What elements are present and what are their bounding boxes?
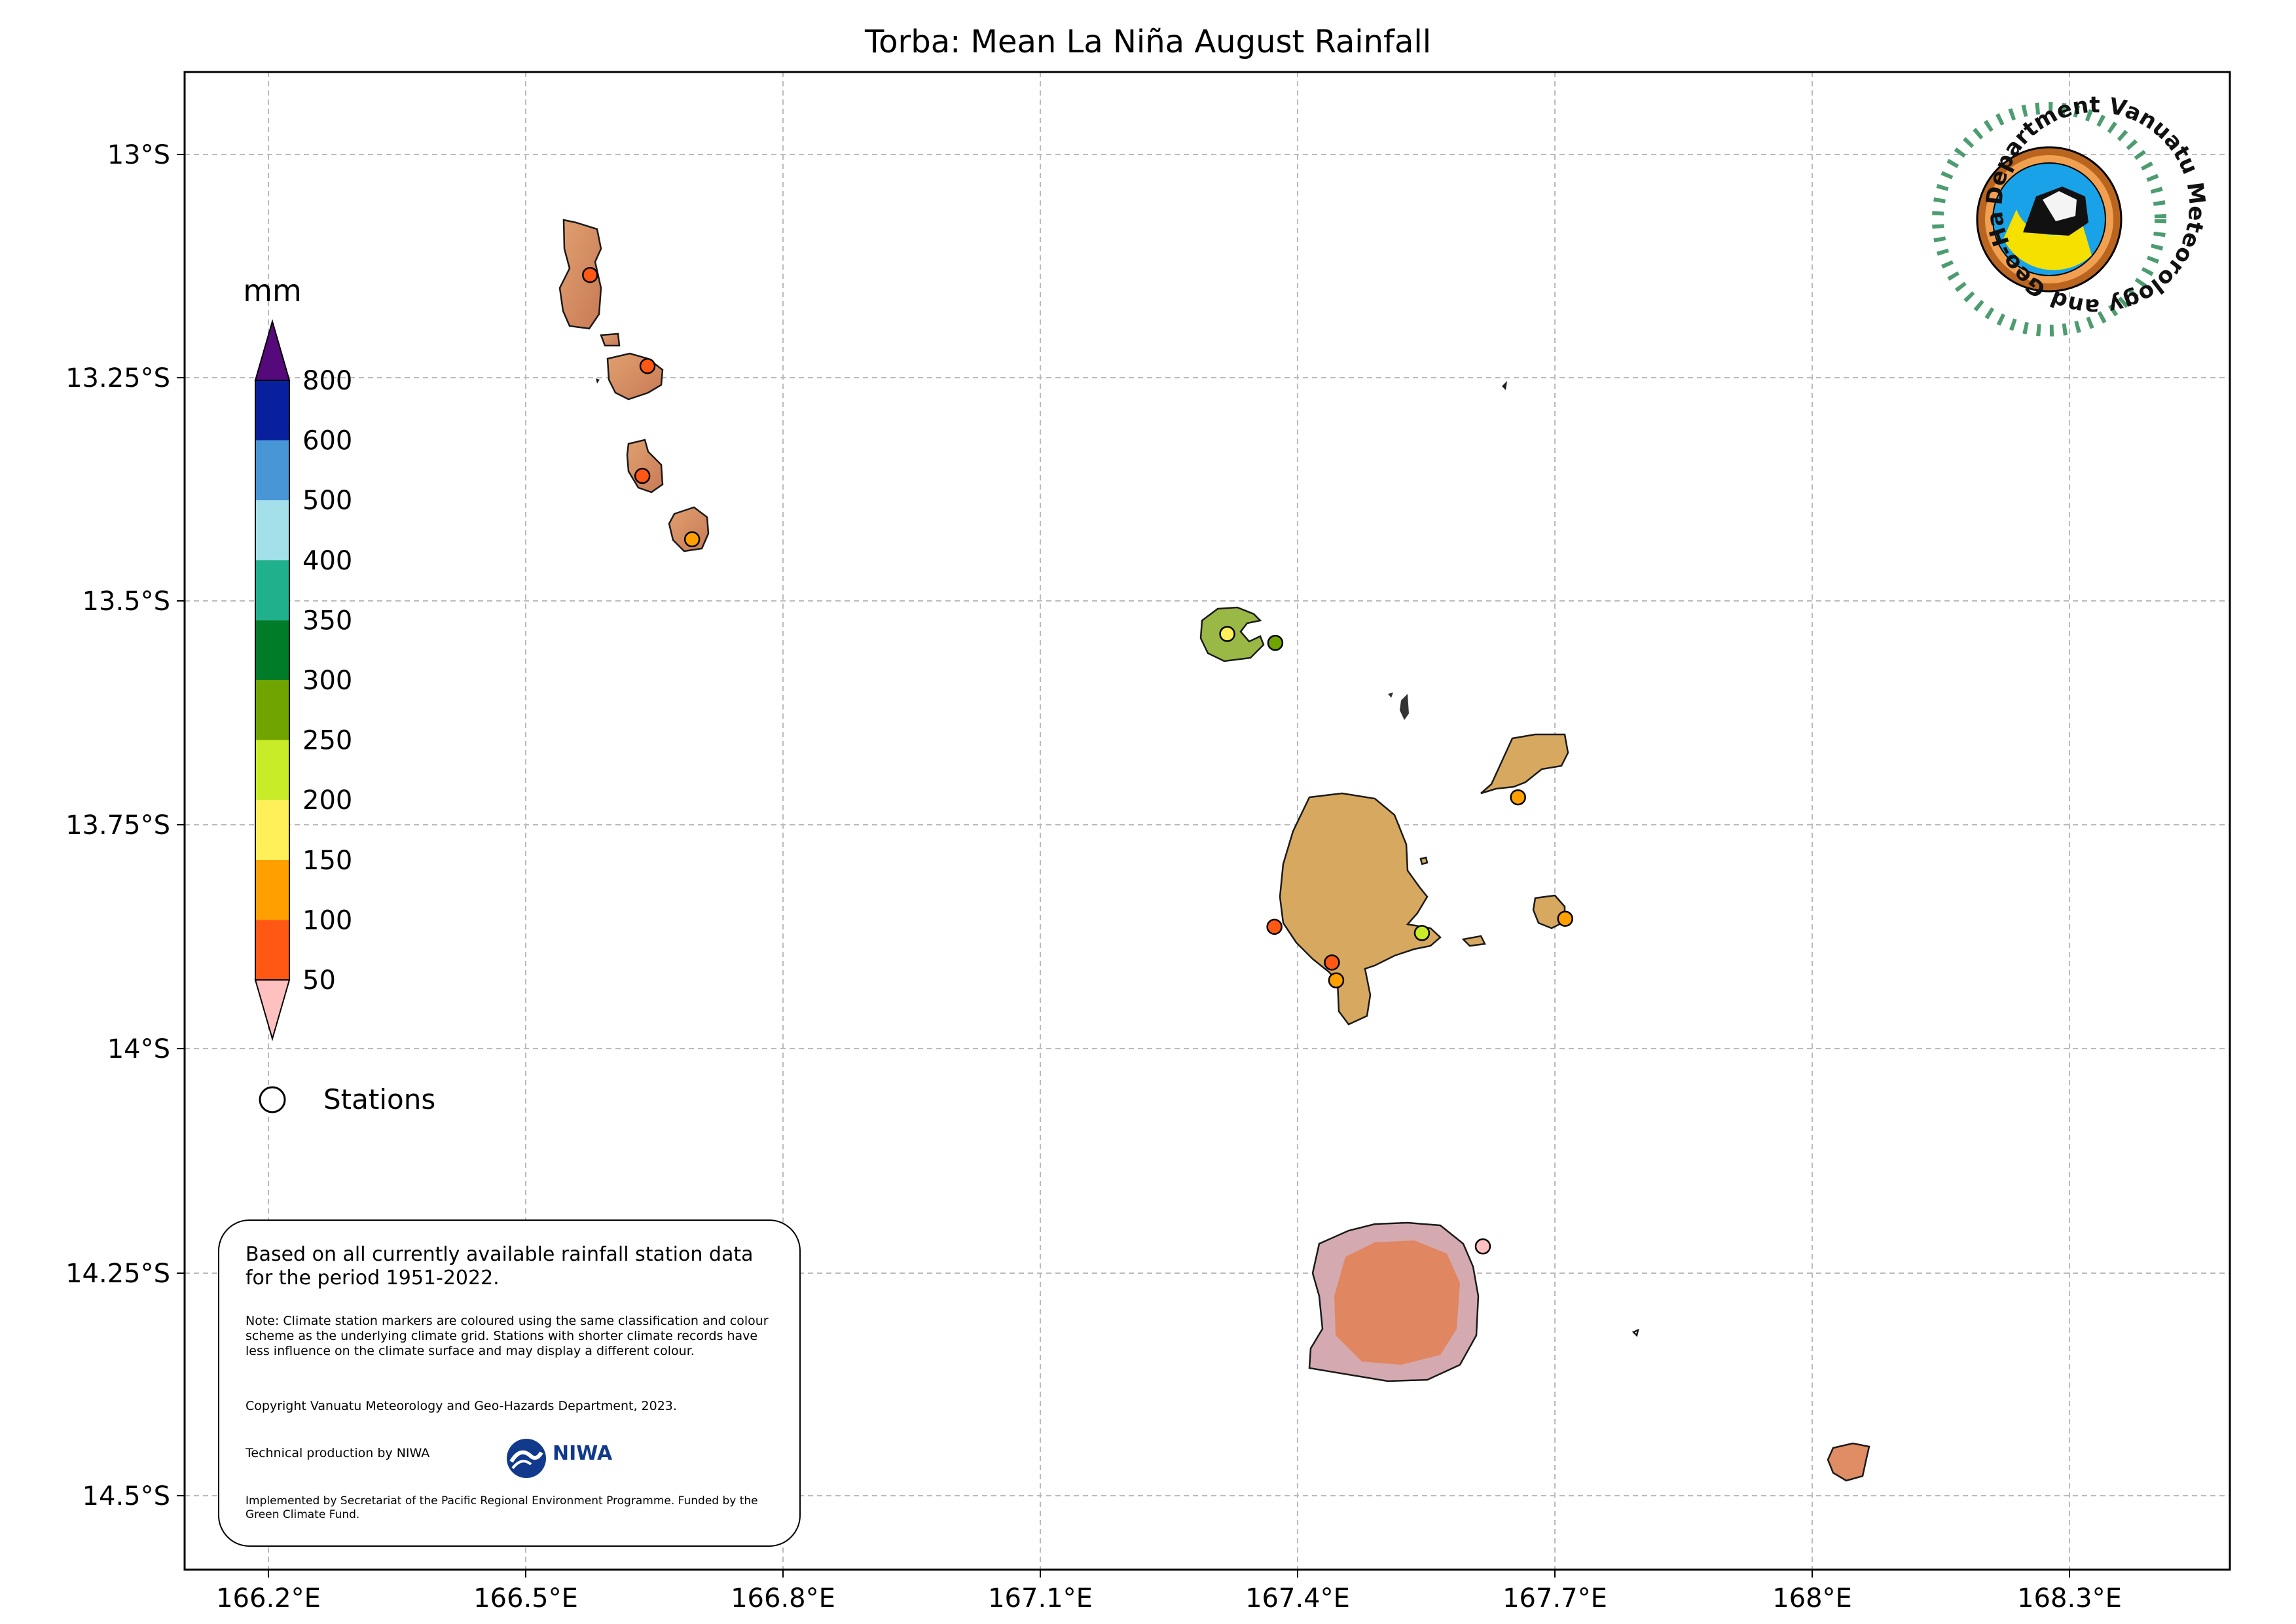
colorbar-level-label: 400 <box>302 546 352 576</box>
colorbar-labels: 50 100 150 200 250 300 350 400 500 600 800 <box>302 366 352 996</box>
logo-text: Department Vanuatu Meteorology and Geo-H… <box>0 0 2210 320</box>
station-marker <box>683 531 701 548</box>
colorbar-segment <box>255 380 289 441</box>
y-tick-label: 14.25°S <box>65 1259 170 1289</box>
y-axis: 13°S 13.25°S 13.5°S 13.75°S 14°S 14.25°S… <box>65 140 185 1511</box>
colorbar-segments <box>255 380 290 981</box>
colorbar-level-label: 150 <box>302 846 352 876</box>
colorbar-segment <box>255 740 289 801</box>
colorbar-segment <box>255 920 289 980</box>
y-tick-label: 14.5°S <box>82 1481 170 1511</box>
station-marker <box>1557 911 1573 927</box>
station-marker <box>634 467 651 484</box>
station-marker <box>639 358 656 374</box>
x-tick-label: 167.4°E <box>1245 1583 1350 1614</box>
island-metoma <box>596 378 600 384</box>
colorbar-under-triangle <box>254 979 291 1041</box>
island-hiu <box>558 219 602 330</box>
station-marker <box>1413 925 1430 941</box>
stations-legend-marker <box>259 1086 286 1113</box>
colorbar-segment <box>255 680 289 740</box>
map-title: Torba: Mean La Niña August Rainfall <box>864 24 1432 60</box>
colorbar-segment <box>255 800 289 860</box>
colorbar-level-label: 800 <box>302 366 352 396</box>
station-marker <box>1219 626 1235 642</box>
x-tick-label: 166.2°E <box>216 1583 321 1614</box>
colorbar-unit: mm <box>243 273 302 308</box>
x-tick-label: 168°E <box>1772 1583 1852 1614</box>
niwa-name: NIWA <box>553 1442 613 1465</box>
island-merelava-tiny <box>1419 856 1429 865</box>
note-main-text: Based on all currently available rainfal… <box>246 1243 754 1290</box>
map-frame <box>183 71 2231 1571</box>
colorbar-segment <box>255 560 289 621</box>
islands <box>558 219 1870 1482</box>
stations-legend-label: Stations <box>323 1083 435 1115</box>
island-toga <box>600 333 621 347</box>
island-rowa <box>1388 693 1409 720</box>
station-marker <box>582 266 598 283</box>
colorbar-level-label: 100 <box>302 905 352 935</box>
y-tick-label: 13.75°S <box>65 810 170 840</box>
colorbar-level-label: 200 <box>302 785 352 816</box>
island-loh <box>606 352 664 401</box>
info-note-box: Based on all currently available rainfal… <box>218 1219 801 1547</box>
island-gaua-inner <box>1334 1240 1460 1365</box>
colorbar-level-label: 350 <box>302 605 352 636</box>
stations-layer <box>582 266 1573 1255</box>
colorbar-level-label: 50 <box>302 965 336 996</box>
colorbar-segment <box>255 620 289 680</box>
x-tick-label: 166.5°E <box>473 1583 578 1614</box>
y-tick-label: 14°S <box>107 1034 170 1064</box>
niwa-logo: NIWA <box>503 1435 612 1484</box>
x-axis: 166.2°E 166.5°E 166.8°E 167.1°E 167.4°E … <box>216 1570 2122 1614</box>
station-marker <box>1510 789 1526 806</box>
island-vanua-lava <box>1279 792 1442 1026</box>
island-reef-east <box>1461 935 1486 947</box>
island-merelava <box>1827 1442 1870 1482</box>
note-climate: Note: Climate station markers are colour… <box>246 1314 769 1358</box>
x-tick-label: 168.3°E <box>2017 1583 2122 1614</box>
colorbar-over-triangle <box>254 319 291 381</box>
colorbar-level-label: 250 <box>302 726 352 756</box>
colorbar-segment <box>255 440 289 501</box>
station-marker <box>1267 634 1284 651</box>
niwa-wave-icon <box>507 1439 546 1478</box>
island-tiny-east <box>1631 1328 1639 1337</box>
colorbar-level-label: 600 <box>302 426 352 456</box>
y-tick-label: 13.25°S <box>65 363 170 393</box>
colorbar-level-label: 300 <box>302 666 352 696</box>
y-tick-label: 13°S <box>107 140 170 170</box>
x-tick-label: 167.7°E <box>1503 1583 1607 1614</box>
island-mota-lava <box>1480 733 1569 795</box>
colorbar-segment <box>255 500 289 560</box>
station-marker <box>1324 954 1340 971</box>
rainfall-colorbar: mm 50 100 150 200 250 300 350 400 500 600 800 Stat… <box>243 273 435 1115</box>
y-tick-label: 13.5°S <box>82 586 170 617</box>
note-copyright: Copyright Vanuatu Meteorology and Geo-Ha… <box>246 1399 677 1413</box>
note-technical: Technical production by NIWA <box>246 1446 430 1460</box>
island-tegua <box>626 439 664 494</box>
colorbar-level-label: 500 <box>302 486 352 516</box>
x-tick-label: 166.8°E <box>731 1583 835 1614</box>
colorbar-segment <box>255 859 289 920</box>
island-mota <box>1532 894 1566 929</box>
note-implemented: Implemented by Secretariat of the Pacifi… <box>246 1494 758 1521</box>
station-marker <box>1474 1238 1491 1255</box>
island-small-north <box>1502 381 1507 390</box>
x-tick-label: 167.1°E <box>988 1583 1093 1614</box>
station-marker <box>1328 972 1345 988</box>
station-marker <box>1266 918 1283 935</box>
vmgd-logo: Department Vanuatu Meteorology and Geo-H… <box>0 0 2210 336</box>
